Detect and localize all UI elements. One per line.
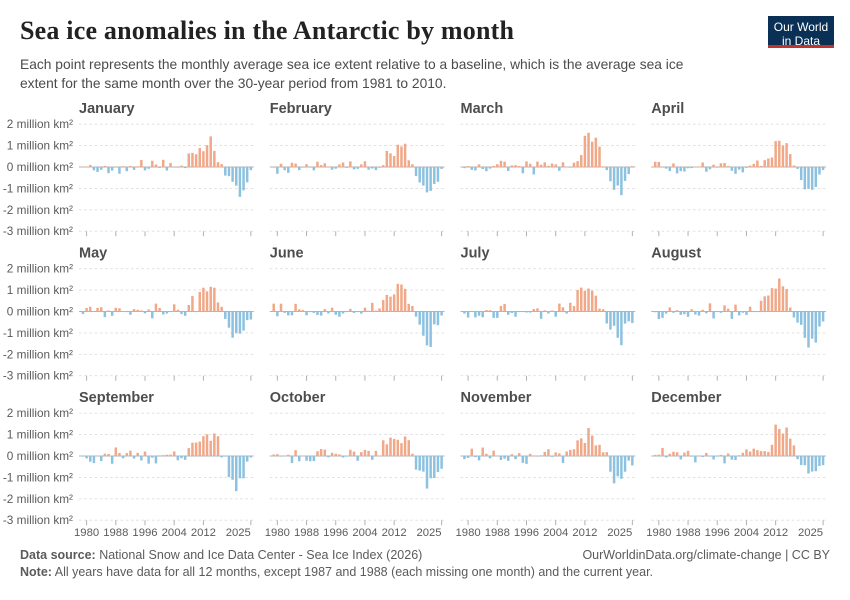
- svg-text:September: September: [79, 390, 154, 406]
- svg-text:2004: 2004: [543, 527, 568, 539]
- svg-text:1996: 1996: [323, 527, 348, 539]
- svg-text:2025: 2025: [226, 527, 251, 539]
- svg-text:February: February: [270, 101, 332, 117]
- svg-text:-2 million km²: -2 million km²: [3, 492, 73, 506]
- svg-text:0 million km²: 0 million km²: [7, 305, 73, 319]
- svg-text:1988: 1988: [294, 527, 319, 539]
- svg-text:0 million km²: 0 million km²: [7, 160, 73, 174]
- svg-text:-3 million km²: -3 million km²: [3, 513, 73, 527]
- svg-text:1988: 1988: [103, 527, 128, 539]
- svg-text:-1 million km²: -1 million km²: [3, 326, 73, 340]
- svg-text:1996: 1996: [514, 527, 539, 539]
- svg-text:July: July: [461, 246, 490, 262]
- svg-text:-3 million km²: -3 million km²: [3, 369, 73, 383]
- svg-text:2004: 2004: [162, 527, 187, 539]
- svg-text:December: December: [651, 390, 721, 406]
- svg-text:2012: 2012: [572, 527, 597, 539]
- svg-text:November: November: [461, 390, 532, 406]
- svg-text:2004: 2004: [734, 527, 759, 539]
- svg-text:January: January: [79, 101, 135, 117]
- svg-text:1 million km²: 1 million km²: [7, 139, 73, 153]
- svg-text:2025: 2025: [798, 527, 823, 539]
- svg-text:1980: 1980: [74, 527, 99, 539]
- svg-text:1 million km²: 1 million km²: [7, 428, 73, 442]
- svg-text:2004: 2004: [352, 527, 377, 539]
- svg-text:2 million km²: 2 million km²: [7, 117, 73, 131]
- svg-text:2 million km²: 2 million km²: [7, 406, 73, 420]
- svg-text:1988: 1988: [675, 527, 700, 539]
- svg-text:-1 million km²: -1 million km²: [3, 181, 73, 195]
- svg-text:1980: 1980: [646, 527, 671, 539]
- svg-text:April: April: [651, 101, 684, 117]
- svg-text:October: October: [270, 390, 326, 406]
- svg-text:2012: 2012: [382, 527, 407, 539]
- svg-text:-2 million km²: -2 million km²: [3, 347, 73, 361]
- svg-text:1980: 1980: [456, 527, 481, 539]
- svg-text:2 million km²: 2 million km²: [7, 262, 73, 276]
- svg-text:1980: 1980: [265, 527, 290, 539]
- svg-text:2012: 2012: [763, 527, 788, 539]
- svg-text:2025: 2025: [416, 527, 441, 539]
- svg-text:0 million km²: 0 million km²: [7, 449, 73, 463]
- svg-text:1996: 1996: [132, 527, 157, 539]
- svg-text:1988: 1988: [485, 527, 510, 539]
- svg-text:2012: 2012: [191, 527, 216, 539]
- svg-text:1996: 1996: [705, 527, 730, 539]
- svg-text:2025: 2025: [607, 527, 632, 539]
- svg-text:1 million km²: 1 million km²: [7, 283, 73, 297]
- svg-text:March: March: [461, 101, 504, 117]
- svg-text:June: June: [270, 246, 304, 262]
- svg-text:-1 million km²: -1 million km²: [3, 470, 73, 484]
- svg-text:-3 million km²: -3 million km²: [3, 224, 73, 238]
- svg-text:-2 million km²: -2 million km²: [3, 203, 73, 217]
- svg-text:May: May: [79, 246, 107, 262]
- svg-text:August: August: [651, 246, 701, 262]
